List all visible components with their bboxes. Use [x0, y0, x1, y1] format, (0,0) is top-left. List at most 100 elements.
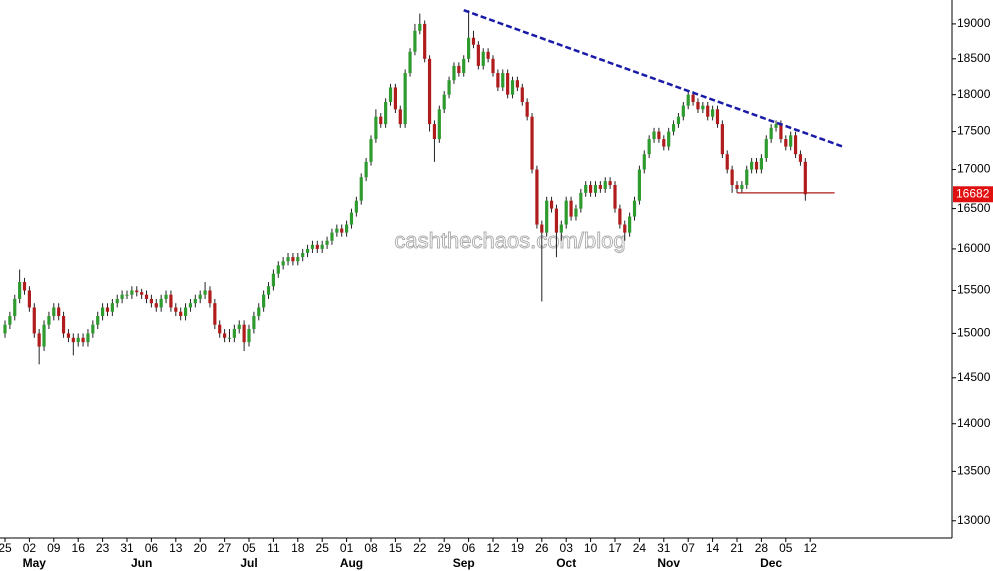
candle-body	[154, 303, 158, 308]
candle-body	[423, 23, 427, 59]
last-value-box	[953, 186, 993, 203]
x-tick-label: 19	[511, 541, 525, 555]
candle-body	[159, 298, 163, 308]
candle-body	[296, 257, 300, 262]
x-tick-label: 17	[608, 541, 622, 555]
candle-body	[754, 161, 759, 170]
x-tick-label: 18	[291, 541, 305, 555]
candle-body	[520, 87, 524, 102]
candle-body	[335, 228, 339, 233]
x-tick-label: 13	[169, 541, 183, 555]
x-tick-label: 24	[633, 541, 647, 555]
candle-body	[223, 333, 227, 338]
x-tick-label: 27	[218, 541, 232, 555]
candle-body	[315, 244, 319, 249]
candle-body	[320, 244, 324, 249]
x-tick-label: 23	[96, 541, 110, 555]
candle-body	[774, 124, 778, 128]
candle-body	[569, 200, 573, 217]
candle-body	[232, 329, 236, 338]
candle-body	[706, 105, 710, 117]
x-tick-label: 21	[730, 541, 744, 555]
trendline	[463, 9, 845, 149]
candle-body	[730, 169, 734, 186]
x-tick-label: 09	[47, 541, 61, 555]
candle-body	[398, 109, 402, 125]
y-tick-label: 16000	[957, 241, 991, 255]
candle-body	[725, 154, 729, 170]
candle-body	[750, 161, 754, 170]
month-label: Dec	[760, 556, 782, 570]
candle-body	[598, 185, 602, 189]
month-label: Aug	[340, 556, 363, 570]
candle-body	[549, 200, 554, 209]
candle-body	[305, 248, 310, 254]
candle-body	[701, 105, 705, 110]
y-tick-label: 17500	[957, 124, 991, 138]
candle-body	[632, 200, 637, 217]
candle-body	[462, 58, 466, 74]
x-tick-label: 06	[462, 541, 476, 555]
candle-body	[120, 294, 124, 299]
x-tick-label: 25	[0, 541, 12, 555]
candle-body	[257, 307, 261, 317]
candle-body	[213, 303, 217, 325]
candle-body	[579, 192, 583, 209]
candle-body	[574, 208, 578, 217]
month-label: Jul	[240, 556, 257, 570]
candle-body	[759, 158, 763, 170]
candle-body	[798, 154, 803, 162]
candle-body	[740, 185, 744, 189]
candle-body	[623, 224, 627, 233]
candle-body	[13, 298, 17, 317]
candle-body	[618, 208, 622, 225]
y-tick-label: 18000	[957, 87, 991, 101]
candle-body	[325, 240, 329, 245]
candle-body	[115, 298, 119, 304]
candle-body	[413, 30, 417, 52]
candle-body	[354, 200, 358, 213]
candle-body	[198, 294, 202, 299]
candle-body	[554, 208, 559, 233]
candle-body	[442, 94, 446, 110]
candle-body	[276, 265, 280, 274]
candle-body	[735, 185, 739, 189]
x-tick-label: 31	[120, 541, 134, 555]
candle-body	[637, 169, 641, 201]
candle-body	[647, 139, 651, 155]
candle-body	[608, 181, 612, 186]
y-tick-label: 16500	[957, 201, 991, 215]
candle-body	[105, 307, 110, 312]
candle-body	[510, 80, 515, 95]
candle-body	[3, 324, 7, 334]
y-tick-label: 14000	[957, 416, 991, 430]
candle-body	[169, 294, 173, 308]
candle-body	[696, 101, 700, 110]
candle-body	[452, 65, 456, 81]
candle-body	[671, 124, 676, 132]
candle-body	[408, 51, 412, 74]
candle-body	[301, 253, 305, 258]
x-tick-label: 01	[340, 541, 354, 555]
candle-body	[247, 329, 251, 343]
month-label: Jun	[131, 556, 152, 570]
candle-body	[437, 109, 441, 140]
candle-body	[144, 294, 149, 299]
x-tick-label: 25	[316, 541, 330, 555]
candle-body	[628, 216, 632, 233]
candle-body	[535, 169, 539, 225]
candle-body	[193, 298, 197, 304]
y-tick-label: 15500	[957, 283, 991, 297]
month-label: Sep	[453, 556, 475, 570]
candle-body	[37, 333, 41, 347]
candle-body	[471, 37, 476, 45]
candle-body	[447, 80, 451, 95]
candle-body	[81, 337, 85, 343]
candle-body	[140, 292, 144, 295]
candle-body	[642, 154, 646, 170]
candle-body	[91, 324, 95, 334]
x-tick-label: 05	[242, 541, 256, 555]
